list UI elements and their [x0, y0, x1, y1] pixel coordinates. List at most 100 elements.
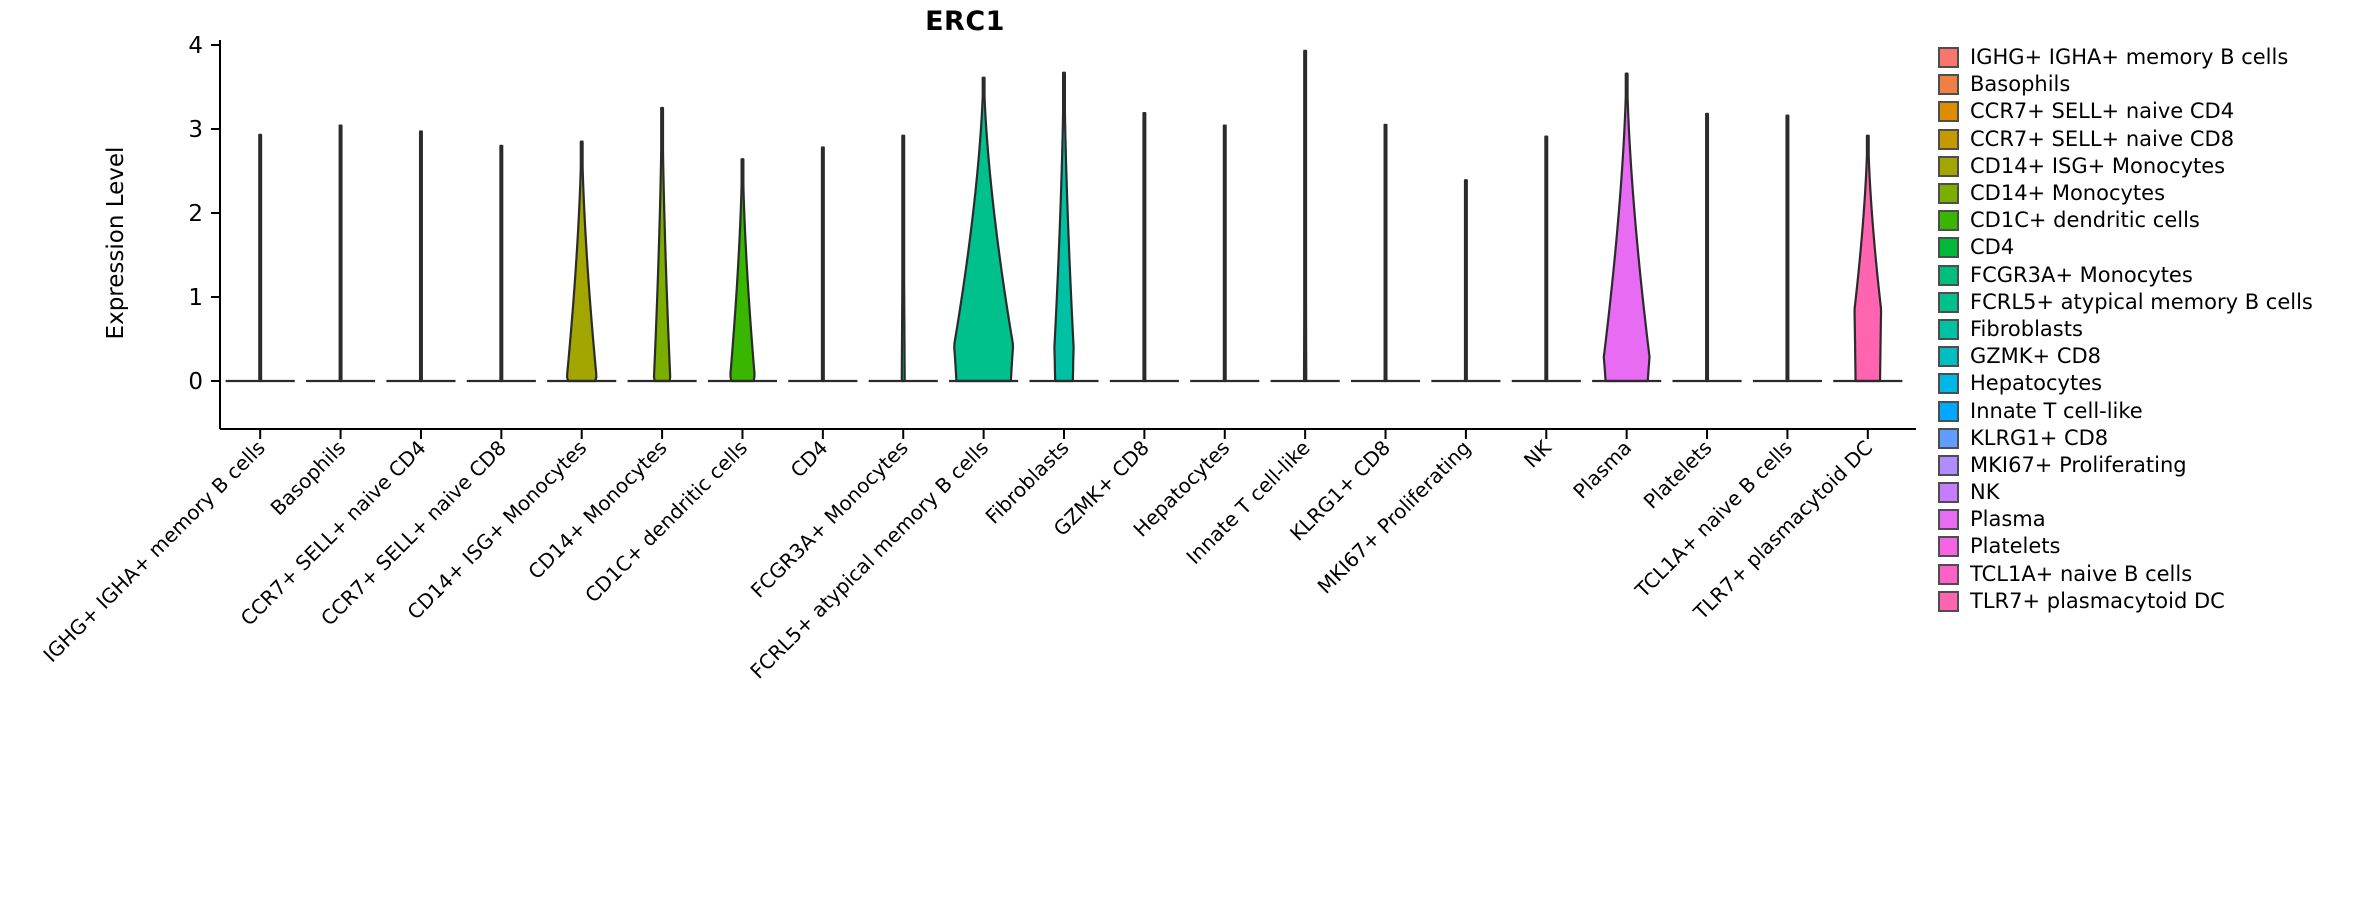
legend-item: Plasma — [1938, 506, 2358, 533]
violin-shape — [1142, 111, 1147, 383]
legend-item: CD14+ ISG+ Monocytes — [1938, 153, 2358, 180]
y-axis-tick-label: 4 — [188, 33, 203, 59]
legend-item: Innate T cell-like — [1938, 397, 2358, 424]
legend-color-swatch — [1938, 237, 1959, 259]
legend-color-swatch — [1938, 291, 1959, 313]
legend-item: FCGR3A+ Monocytes — [1938, 262, 2358, 289]
y-axis-tick-label: 1 — [188, 285, 203, 311]
page-title: ERC1 — [925, 6, 1005, 37]
legend-item: CD4 — [1938, 234, 2358, 261]
violin-shape — [1785, 114, 1790, 383]
violin-shape — [1053, 71, 1075, 383]
legend-item: Basophils — [1938, 71, 2358, 98]
legend-color-swatch — [1938, 400, 1959, 422]
legend-item-label: FCGR3A+ Monocytes — [1970, 262, 2193, 287]
violin-shape — [729, 158, 756, 383]
legend-item-label: KLRG1+ CD8 — [1970, 425, 2109, 450]
legend-item: CD14+ Monocytes — [1938, 180, 2358, 207]
x-axis-tick-label: FCGR3A+ Monocytes — [746, 436, 913, 603]
x-axis-tick-label: Platelets — [1639, 436, 1717, 514]
y-axis-title: Expression Level — [103, 147, 129, 340]
violin-shape — [1544, 135, 1549, 383]
violin-shape — [953, 76, 1015, 383]
legend-color-swatch — [1938, 128, 1959, 150]
legend-color-swatch — [1938, 183, 1959, 205]
legend-color-swatch — [1938, 210, 1959, 232]
legend-color-swatch — [1938, 346, 1959, 368]
legend-item: KLRG1+ CD8 — [1938, 425, 2358, 452]
legend-item: MKI67+ Proliferating — [1938, 452, 2358, 479]
y-axis-tick-label: 2 — [188, 201, 203, 227]
legend-item-label: CD4 — [1970, 235, 2015, 260]
x-axis-tick-label: CD14+ Monocytes — [523, 436, 671, 584]
legend-item-label: MKI67+ Proliferating — [1970, 452, 2187, 477]
legend-item: GZMK+ CD8 — [1938, 343, 2358, 370]
legend-item: CCR7+ SELL+ naive CD8 — [1938, 126, 2358, 153]
violin-shape — [1463, 179, 1468, 383]
x-axis-tick-label: Plasma — [1568, 436, 1636, 504]
x-axis-tick-label: MKI67+ Proliferating — [1313, 436, 1476, 599]
legend-color-swatch — [1938, 482, 1959, 504]
legend-item: IGHG+ IGHA+ memory B cells — [1938, 44, 2358, 71]
legend-item-label: TCL1A+ naive B cells — [1970, 561, 2193, 586]
legend-item: Hepatocytes — [1938, 370, 2358, 397]
legend: IGHG+ IGHA+ memory B cells Basophils CCR7+… — [1938, 44, 2358, 615]
legend-item-label: CD1C+ dendritic cells — [1970, 208, 2200, 233]
x-axis-tick-label: TCL1A+ naive B cells — [1630, 436, 1797, 603]
violin-shape — [1602, 72, 1651, 383]
legend-color-swatch — [1938, 590, 1959, 612]
legend-item: FCRL5+ atypical memory B cells — [1938, 289, 2358, 316]
violin-shape — [418, 130, 423, 383]
x-axis-tick-label: IGHG+ IGHA+ memory B cells — [38, 436, 269, 667]
violin-shape — [820, 146, 825, 383]
violin-shape — [338, 124, 343, 383]
y-axis-tick-label: 0 — [188, 369, 203, 395]
legend-item: CCR7+ SELL+ naive CD4 — [1938, 98, 2358, 125]
legend-item-label: CD14+ ISG+ Monocytes — [1970, 153, 2226, 178]
x-axis-tick-label: NK — [1519, 435, 1556, 472]
violin-shape — [1383, 123, 1388, 383]
legend-item-label: Basophils — [1970, 72, 2071, 97]
x-axis-tick-label: CD4 — [786, 436, 833, 483]
legend-item-label: CD14+ Monocytes — [1970, 181, 2166, 206]
legend-color-swatch — [1938, 509, 1959, 531]
legend-item-label: CCR7+ SELL+ naive CD8 — [1970, 126, 2235, 151]
legend-item-label: FCRL5+ atypical memory B cells — [1970, 289, 2313, 314]
legend-color-swatch — [1938, 264, 1959, 286]
x-axis-tick-label: CD1C+ dendritic cells — [580, 436, 752, 608]
legend-color-swatch — [1938, 47, 1959, 69]
legend-color-swatch — [1938, 373, 1959, 395]
violin-shape — [652, 106, 672, 383]
violin-shape — [1302, 49, 1308, 383]
legend-item-label: IGHG+ IGHA+ memory B cells — [1970, 45, 2289, 70]
legend-item-label: Fibroblasts — [1970, 316, 2083, 341]
legend-color-swatch — [1938, 101, 1959, 123]
legend-color-swatch — [1938, 563, 1959, 585]
legend-color-swatch — [1938, 74, 1959, 96]
legend-item: TLR7+ plasmacytoid DC — [1938, 588, 2358, 615]
legend-item-label: Hepatocytes — [1970, 371, 2103, 396]
legend-color-swatch — [1938, 318, 1959, 340]
legend-item-label: GZMK+ CD8 — [1970, 344, 2102, 369]
legend-item: NK — [1938, 479, 2358, 506]
y-axis-tick-label: 3 — [188, 117, 203, 143]
legend-item-label: Innate T cell-like — [1970, 398, 2143, 423]
legend-item-label: NK — [1970, 480, 2000, 505]
violin-shape — [1222, 124, 1227, 383]
legend-item: Platelets — [1938, 533, 2358, 560]
violin-shape — [258, 133, 263, 383]
violin-shape — [1853, 134, 1883, 383]
legend-item: TCL1A+ naive B cells — [1938, 561, 2358, 588]
legend-color-swatch — [1938, 155, 1959, 177]
violin-shape — [1705, 112, 1710, 383]
legend-item-label: Platelets — [1970, 534, 2061, 559]
violin-shape — [566, 140, 598, 383]
violin-shape — [499, 144, 504, 383]
legend-color-swatch — [1938, 454, 1959, 476]
legend-item: CD1C+ dendritic cells — [1938, 207, 2358, 234]
legend-item: Fibroblasts — [1938, 316, 2358, 343]
legend-color-swatch — [1938, 427, 1959, 449]
legend-item-label: CCR7+ SELL+ naive CD4 — [1970, 99, 2235, 124]
